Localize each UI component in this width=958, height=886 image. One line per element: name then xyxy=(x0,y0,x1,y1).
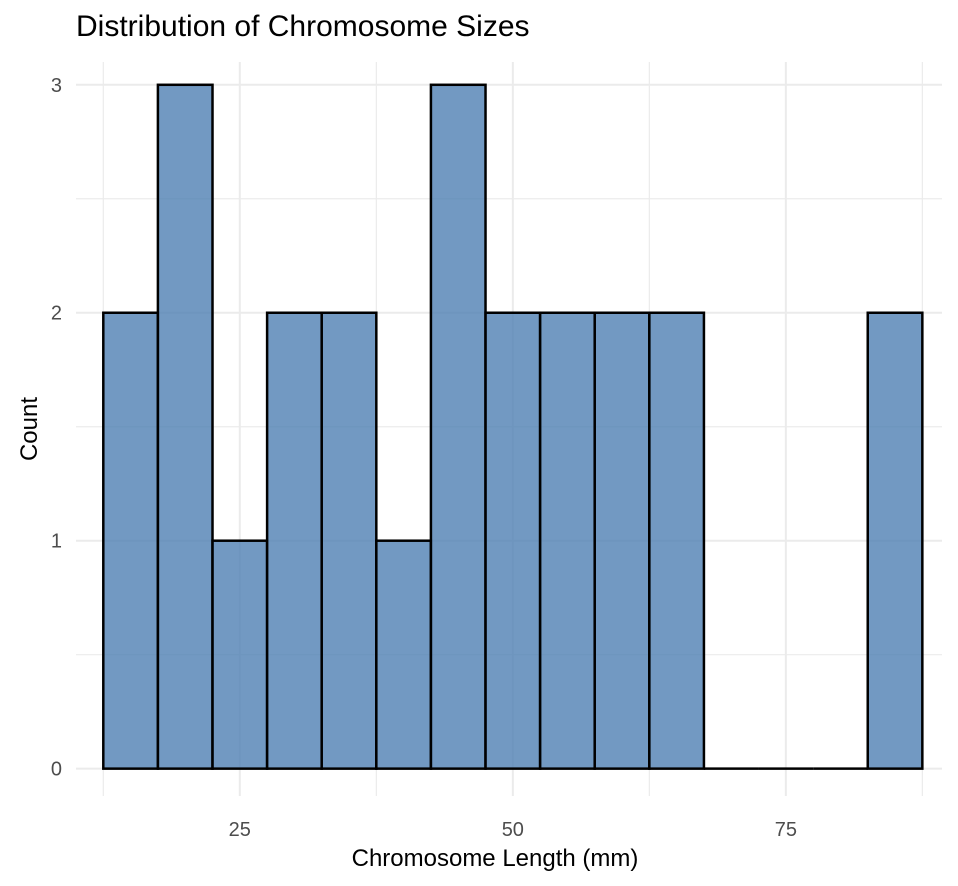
y-tick-label: 0 xyxy=(51,759,62,781)
x-tick-label: 25 xyxy=(229,819,251,841)
chart-title: Distribution of Chromosome Sizes xyxy=(76,10,530,43)
histogram-bar xyxy=(211,539,269,770)
histogram-bars xyxy=(102,83,924,770)
y-tick-label: 3 xyxy=(51,75,62,97)
histogram-bar xyxy=(538,311,596,770)
y-tick-label: 1 xyxy=(51,531,62,553)
histogram-bar xyxy=(866,311,924,770)
x-tick-labels: 25 50 75 xyxy=(229,819,797,841)
x-tick-label: 75 xyxy=(775,819,797,841)
histogram-bar xyxy=(648,311,706,770)
histogram-bar xyxy=(265,311,323,770)
x-tick-label: 50 xyxy=(502,819,524,841)
histogram-bar xyxy=(156,83,214,770)
y-axis-title: Count xyxy=(16,397,43,461)
histogram-bar xyxy=(102,311,160,770)
histogram-bar xyxy=(484,311,542,770)
x-axis-title: Chromosome Length (mm) xyxy=(352,845,639,872)
y-tick-label: 2 xyxy=(51,303,62,325)
histogram-bar xyxy=(429,83,487,770)
histogram-bar xyxy=(320,311,378,770)
histogram-bar xyxy=(375,539,433,770)
y-tick-labels: 0 1 2 3 xyxy=(51,75,62,781)
histogram-bar xyxy=(593,311,651,770)
